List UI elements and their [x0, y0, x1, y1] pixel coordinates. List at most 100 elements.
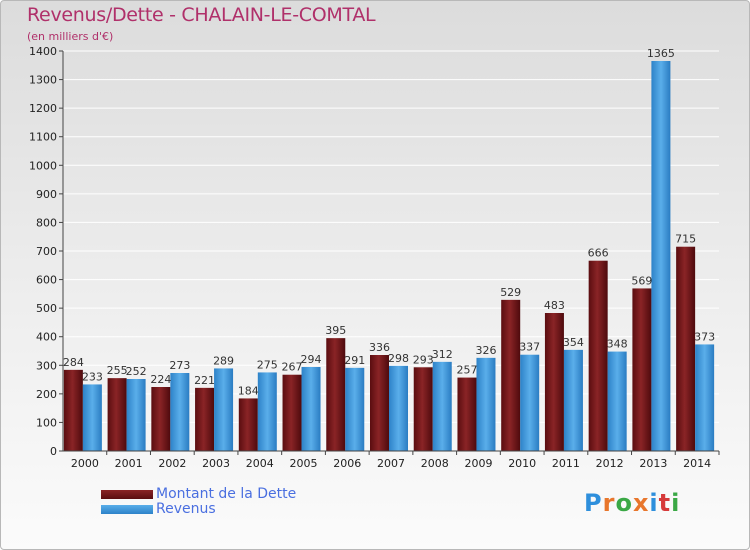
- y-tick-label: 600: [36, 274, 57, 287]
- legend-item-debt: Montant de la Dette: [101, 487, 341, 502]
- x-tick-label: 2010: [508, 457, 536, 470]
- bar-revenue: [432, 361, 452, 451]
- bar-debt: [588, 260, 608, 451]
- chart-subtitle: (en milliers d'€): [27, 30, 114, 43]
- x-tick-label: 2014: [683, 457, 711, 470]
- x-tick-label: 2008: [421, 457, 449, 470]
- y-tick-label: 900: [36, 188, 57, 201]
- bar-debt: [238, 398, 258, 451]
- bar-revenue: [520, 354, 540, 451]
- y-tick-label: 1300: [29, 74, 57, 87]
- x-tick-label: 2001: [115, 457, 143, 470]
- y-tick-label: 1200: [29, 102, 57, 115]
- data-label-revenue: 273: [169, 359, 190, 372]
- brand-letter: r: [602, 489, 616, 517]
- data-label-revenue: 291: [344, 354, 365, 367]
- legend-swatch-debt: [101, 490, 153, 499]
- y-tick-label: 700: [36, 245, 57, 258]
- bar-revenue: [126, 379, 146, 451]
- y-tick-label: 500: [36, 302, 57, 315]
- data-label-revenue: 233: [82, 370, 103, 383]
- bar-revenue: [607, 351, 627, 451]
- brand-letter: P: [584, 489, 603, 517]
- data-label-revenue: 326: [475, 344, 496, 357]
- x-tick-label: 2007: [377, 457, 405, 470]
- bar-revenue: [301, 367, 321, 451]
- bar-revenue: [563, 349, 583, 451]
- bar-revenue: [476, 357, 496, 451]
- bar-debt: [282, 374, 302, 451]
- data-label-debt: 715: [675, 233, 696, 246]
- bar-debt: [195, 387, 215, 451]
- data-label-debt: 569: [631, 274, 652, 287]
- bar-revenue: [170, 373, 190, 451]
- data-label-revenue: 252: [126, 365, 147, 378]
- data-label-debt: 284: [63, 356, 84, 369]
- legend: Montant de la Dette Revenus: [101, 487, 341, 517]
- bar-revenue: [389, 365, 408, 451]
- x-tick-label: 2004: [246, 457, 274, 470]
- bar-debt: [326, 338, 346, 451]
- legend-item-revenue: Revenus: [101, 502, 341, 517]
- brand-letter: o: [615, 489, 633, 517]
- data-label-revenue: 1365: [647, 47, 675, 60]
- x-tick-label: 2006: [333, 457, 361, 470]
- data-label-revenue: 348: [607, 338, 628, 351]
- bar-debt: [457, 377, 477, 451]
- x-tick-label: 2009: [464, 457, 492, 470]
- bar-revenue: [345, 367, 365, 451]
- y-tick-label: 300: [36, 359, 57, 372]
- legend-label-revenue: Revenus: [156, 501, 216, 517]
- bar-debt: [151, 387, 171, 451]
- data-label-revenue: 373: [694, 330, 715, 343]
- x-tick-label: 2013: [639, 457, 667, 470]
- data-label-debt: 529: [500, 286, 521, 299]
- bar-revenue: [82, 384, 102, 451]
- bar-debt: [676, 246, 696, 451]
- y-tick-label: 0: [50, 445, 57, 458]
- brand-letter: x: [632, 489, 650, 517]
- bar-revenue: [214, 368, 234, 451]
- x-tick-label: 2003: [202, 457, 230, 470]
- x-tick-label: 2012: [596, 457, 624, 470]
- y-tick-label: 800: [36, 216, 57, 229]
- chart-title: Revenus/Dette - CHALAIN-LE-COMTAL: [27, 4, 376, 26]
- data-label-debt: 666: [588, 247, 609, 260]
- y-tick-label: 1400: [29, 45, 57, 58]
- bar-revenue: [257, 372, 277, 451]
- data-label-revenue: 298: [388, 352, 409, 365]
- data-label-debt: 255: [107, 364, 128, 377]
- data-label-debt: 336: [369, 341, 390, 354]
- y-tick-label: 400: [36, 331, 57, 344]
- x-tick-label: 2000: [71, 457, 99, 470]
- data-label-revenue: 289: [213, 354, 234, 367]
- x-tick-label: 2002: [158, 457, 186, 470]
- y-tick-label: 1000: [29, 159, 57, 172]
- bar-revenue: [651, 61, 671, 451]
- data-label-revenue: 354: [563, 336, 584, 349]
- data-label-debt: 483: [544, 299, 565, 312]
- data-label-debt: 257: [456, 364, 477, 377]
- data-label-debt: 267: [282, 361, 303, 374]
- data-label-debt: 224: [150, 373, 171, 386]
- bar-debt: [370, 355, 389, 451]
- brand-letter: t: [658, 489, 672, 517]
- legend-swatch-revenue: [101, 505, 153, 514]
- x-tick-label: 2005: [290, 457, 318, 470]
- brand-letter: i: [671, 489, 681, 517]
- y-tick-label: 100: [36, 416, 57, 429]
- data-label-revenue: 312: [432, 348, 453, 361]
- bar-debt: [107, 378, 127, 451]
- data-label-debt: 221: [194, 374, 215, 387]
- bar-debt: [413, 367, 433, 451]
- bar-revenue: [695, 344, 715, 451]
- bar-debt: [63, 369, 83, 451]
- x-tick-label: 2011: [552, 457, 580, 470]
- data-label-debt: 293: [413, 353, 434, 366]
- y-tick-label: 1100: [29, 131, 57, 144]
- data-label-revenue: 275: [257, 358, 278, 371]
- data-label-revenue: 337: [519, 341, 540, 354]
- data-label-revenue: 294: [301, 353, 322, 366]
